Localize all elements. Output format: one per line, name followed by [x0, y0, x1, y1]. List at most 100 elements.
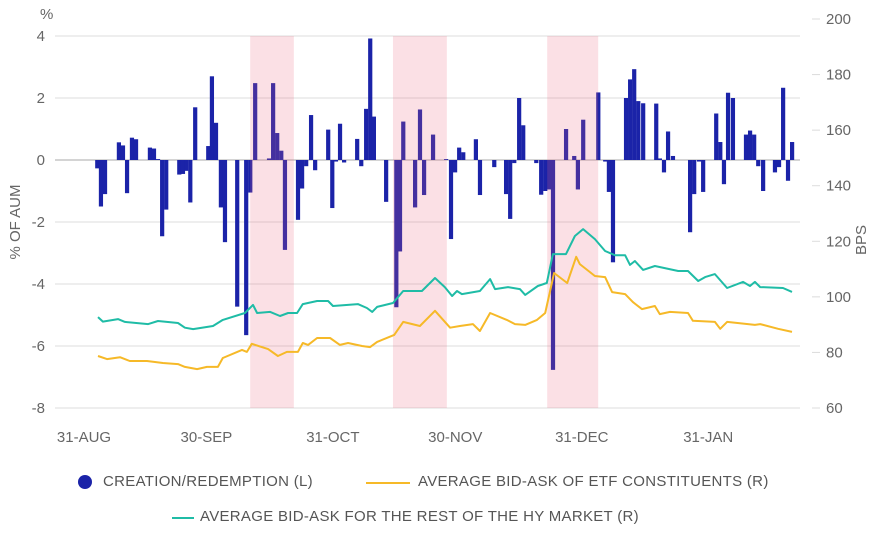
bar	[177, 160, 182, 175]
x-tick-label: 30-SEP	[181, 429, 233, 446]
bar	[550, 160, 556, 370]
bar	[235, 160, 240, 307]
bar	[271, 83, 276, 160]
bar	[129, 137, 135, 160]
bar	[781, 87, 786, 160]
bar	[632, 69, 637, 160]
bar	[730, 98, 736, 160]
bar	[421, 160, 427, 196]
right-tick-label: 140	[826, 178, 851, 195]
x-tick-label: 30-NOV	[428, 429, 482, 446]
series-line	[97, 228, 793, 331]
left-tick-label: -8	[32, 400, 45, 417]
right-tick-label: 60	[826, 400, 843, 417]
left-tick-label: 0	[37, 152, 45, 169]
bar	[133, 139, 139, 160]
left-tick-label: 4	[37, 28, 45, 45]
bar	[714, 113, 719, 160]
bar	[98, 160, 104, 207]
bar	[461, 152, 466, 160]
bar	[623, 98, 629, 160]
right-axis-ticks: 200 180 160 140 120 100 80 60	[812, 11, 851, 417]
bar	[371, 116, 376, 160]
x-tick-label: 31-DEC	[555, 429, 609, 446]
right-tick-label: 100	[826, 289, 851, 306]
bar	[266, 158, 272, 160]
bar	[790, 142, 795, 160]
legend-creation-redemption: CREATION/REDEMPTION (L)	[103, 473, 313, 490]
bar	[546, 160, 552, 190]
x-axis-ticks: 31-AUG 30-SEP 31-OCT 30-NOV 31-DEC 31-JAN	[57, 429, 733, 446]
bar	[657, 158, 663, 160]
bar	[610, 160, 616, 263]
bar	[603, 160, 608, 162]
bar	[299, 160, 305, 189]
legend-rest-of-hy-market: AVERAGE BID-ASK FOR THE REST OF THE HY M…	[200, 508, 639, 525]
lines	[97, 228, 793, 371]
bar	[355, 138, 360, 160]
bar	[747, 130, 753, 160]
bar	[330, 160, 335, 209]
bar	[430, 134, 436, 160]
legend-yellow-line-marker	[366, 482, 410, 484]
bar	[209, 76, 215, 160]
left-tick-label: -4	[32, 276, 45, 293]
right-tick-label: 80	[826, 344, 843, 361]
bar	[295, 160, 301, 220]
bar	[95, 160, 100, 169]
bar	[641, 103, 646, 160]
bar	[417, 109, 423, 160]
bar	[213, 122, 219, 160]
bar	[688, 160, 693, 233]
bar	[120, 145, 126, 160]
series-line	[97, 255, 793, 371]
bar	[337, 123, 343, 160]
bar	[333, 160, 339, 162]
bar	[180, 160, 186, 174]
bar	[164, 160, 169, 210]
bar	[313, 160, 318, 171]
shaded-periods	[250, 36, 599, 408]
bar	[116, 142, 121, 160]
bar	[725, 92, 731, 160]
bar	[244, 160, 249, 336]
bar	[718, 142, 723, 160]
bar	[670, 155, 676, 160]
bar	[636, 101, 641, 160]
bar	[572, 155, 577, 160]
left-tick-label: -6	[32, 338, 45, 355]
bar	[364, 108, 369, 160]
bar	[368, 38, 373, 161]
right-tick-label: 200	[826, 11, 851, 28]
bar	[696, 160, 702, 162]
bar	[342, 160, 347, 163]
bar	[448, 160, 454, 240]
bar	[492, 160, 497, 168]
x-tick-label: 31-AUG	[57, 429, 111, 446]
bar	[776, 160, 782, 168]
legend-bar-marker	[78, 475, 92, 489]
right-tick-label: 160	[826, 122, 851, 139]
bar	[326, 129, 331, 160]
bar	[413, 160, 418, 208]
bar	[477, 160, 483, 196]
bar	[253, 83, 258, 160]
x-tick-label: 31-JAN	[683, 429, 733, 446]
left-axis-unit: %	[40, 6, 53, 23]
bar	[721, 160, 727, 185]
bar	[534, 160, 539, 164]
bar	[160, 160, 165, 237]
bar	[473, 139, 478, 160]
bar	[359, 160, 364, 167]
bar	[512, 160, 517, 164]
bar	[155, 159, 161, 160]
bar	[539, 160, 544, 195]
bar	[661, 160, 667, 173]
bar	[151, 148, 157, 160]
legend-teal-line-marker	[172, 517, 194, 519]
bar	[304, 160, 309, 167]
bar	[279, 150, 284, 160]
left-axis-ticks: 4 2 0 -2 -4 -6 -8	[32, 28, 45, 417]
bar	[756, 160, 761, 167]
